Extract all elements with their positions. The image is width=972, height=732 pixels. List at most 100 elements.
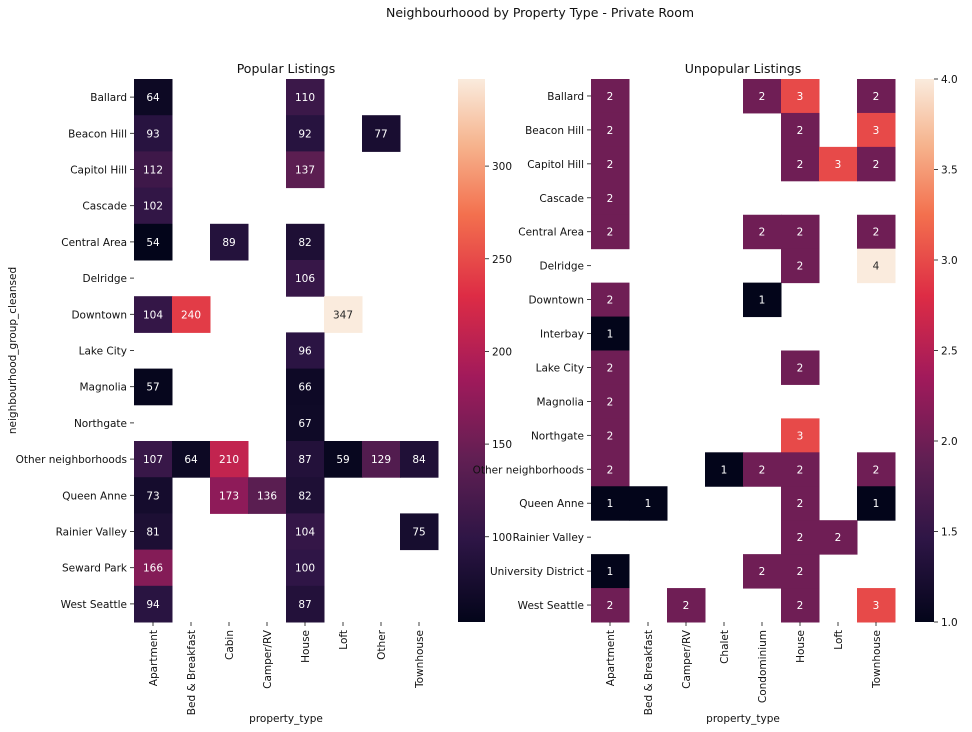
cell-value-label: 2	[607, 362, 614, 374]
cell-value-label: 2	[759, 464, 766, 476]
cell-value-label: 2	[607, 600, 614, 612]
y-tick-label-magnolia: Magnolia	[79, 382, 127, 394]
cell-value-label: 64	[184, 454, 198, 466]
heatmap-cell-downtown-apartment	[591, 282, 630, 318]
cell-value-label: 2	[873, 91, 880, 103]
cell-value-label: 93	[146, 128, 159, 140]
y-tick-label-other-neighborhoods: Other neighborhoods	[473, 464, 584, 476]
cell-value-label: 106	[295, 273, 315, 285]
cell-value-label: 1	[873, 498, 880, 510]
heatmap-cell-other-neighborhoods-other	[362, 441, 401, 478]
cell-value-label: 2	[683, 600, 690, 612]
heatmap-cell-lake-city-house	[286, 332, 325, 370]
heatmap-cell-ballard-house	[781, 79, 820, 114]
cell-value-label: 2	[797, 261, 804, 273]
heatmap-cell-cascade-apartment	[134, 187, 173, 225]
colorbar-tick-label: 2.5	[941, 346, 958, 358]
heatmap-cell-capitol-hill-house	[286, 151, 325, 189]
cell-value-label: 84	[412, 454, 426, 466]
heatmap-cell-queen-anne-apartment	[591, 486, 630, 521]
heatmap-cell-other-neighborhoods-house	[286, 441, 325, 478]
cell-value-label: 66	[298, 382, 312, 394]
heatmap-cell-downtown-bed-breakfast	[172, 296, 211, 333]
x-tick-label-apartment: Apartment	[605, 630, 617, 686]
cell-value-label: 2	[607, 295, 614, 307]
cell-value-label: 2	[797, 566, 804, 578]
heatmap-cell-delridge-house	[781, 248, 820, 284]
heatmap-cell-queen-anne-townhouse	[857, 486, 896, 521]
x-tick-label-camper-rv: Camper/RV	[681, 629, 693, 689]
heatmap-cell-west-seattle-house	[781, 588, 820, 623]
heatmap-cell-other-neighborhoods-townhouse	[400, 441, 439, 478]
y-tick-label-rainier-valley: Rainier Valley	[56, 527, 127, 539]
heatmap-cell-ballard-apartment	[591, 79, 630, 114]
cell-value-label: 100	[295, 563, 315, 575]
cell-value-label: 102	[143, 201, 163, 213]
cell-value-label: 3	[797, 91, 804, 103]
heatmap-cell-seward-park-apartment	[134, 549, 173, 587]
heatmap-cell-rainier-valley-house	[781, 520, 820, 555]
panel-title: Popular Listings	[237, 61, 336, 76]
heatmap-cell-lake-city-house	[781, 350, 820, 385]
heatmap-cell-west-seattle-camper-rv	[667, 588, 706, 623]
heatmap-cell-northgate-house	[781, 418, 820, 453]
heatmap-cell-downtown-loft	[324, 296, 363, 333]
cell-value-label: 2	[759, 227, 766, 239]
cell-value-label: 240	[181, 309, 201, 321]
heatmap-cell-other-neighborhoods-house	[781, 452, 820, 487]
cell-value-label: 104	[295, 527, 315, 539]
x-tick-label-house: House	[795, 630, 807, 663]
y-axis-label: neighbourhood_group_cleansed	[7, 267, 19, 434]
colorbar-tick-label: 150	[492, 439, 512, 451]
heatmap-cell-ballard-condominium	[743, 79, 782, 114]
y-tick-label-magnolia: Magnolia	[536, 396, 584, 408]
y-tick-label-lake-city: Lake City	[536, 362, 584, 374]
cell-value-label: 2	[607, 193, 614, 205]
cell-value-label: 347	[333, 309, 353, 321]
y-tick-label-central-area: Central Area	[518, 227, 584, 239]
panel-title: Unpopular Listings	[685, 61, 801, 76]
heatmap-cell-west-seattle-apartment	[134, 585, 173, 623]
heatmap-cell-other-neighborhoods-cabin	[210, 441, 249, 478]
cell-value-label: 1	[607, 566, 614, 578]
heatmap-cell-beacon-hill-other	[362, 115, 401, 152]
y-tick-label-cascade: Cascade	[82, 201, 127, 213]
cell-value-label: 89	[222, 237, 235, 249]
y-tick-label-west-seattle: West Seattle	[61, 599, 127, 611]
heatmap-cell-other-neighborhoods-condominium	[743, 452, 782, 487]
heatmap-cell-university-district-house	[781, 554, 820, 589]
cell-value-label: 2	[797, 464, 804, 476]
y-tick-label-seward-park: Seward Park	[62, 563, 128, 575]
cell-value-label: 2	[607, 159, 614, 171]
cell-value-label: 2	[873, 159, 880, 171]
heatmap-cell-northgate-apartment	[591, 418, 630, 453]
x-tick-label-bed-breakfast: Bed & Breakfast	[186, 630, 198, 715]
cell-value-label: 2	[759, 566, 766, 578]
heatmap-cell-central-area-townhouse	[857, 214, 896, 250]
x-axis-label: property_type	[706, 713, 780, 725]
cell-value-label: 112	[143, 165, 163, 177]
colorbar-tick-label: 300	[492, 161, 512, 173]
cell-value-label: 137	[295, 165, 315, 177]
heatmap-cell-other-neighborhoods-apartment	[134, 441, 173, 478]
heatmap-cell-rainier-valley-apartment	[134, 513, 173, 551]
cell-value-label: 2	[873, 464, 880, 476]
y-tick-label-northgate: Northgate	[74, 418, 127, 430]
cell-value-label: 1	[645, 498, 652, 510]
cell-value-label: 87	[298, 599, 311, 611]
heatmap-cell-beacon-hill-townhouse	[857, 112, 896, 148]
heatmap-cell-downtown-condominium	[743, 282, 782, 318]
x-tick-label-cabin: Cabin	[224, 630, 236, 660]
colorbar-tick-label: 4.0	[941, 74, 958, 86]
cell-value-label: 2	[759, 91, 766, 103]
cell-value-label: 54	[146, 237, 160, 249]
heatmap-cell-capitol-hill-townhouse	[857, 146, 896, 182]
heatmap-cell-other-neighborhoods-loft	[324, 441, 363, 478]
cell-value-label: 94	[146, 599, 160, 611]
cell-value-label: 104	[143, 309, 163, 321]
x-tick-label-chalet: Chalet	[719, 630, 731, 664]
y-tick-label-delridge: Delridge	[83, 273, 128, 285]
heatmap-cell-other-neighborhoods-townhouse	[857, 452, 896, 487]
heatmap-cell-queen-anne-camper-rv	[248, 477, 287, 514]
cell-value-label: 2	[607, 91, 614, 103]
